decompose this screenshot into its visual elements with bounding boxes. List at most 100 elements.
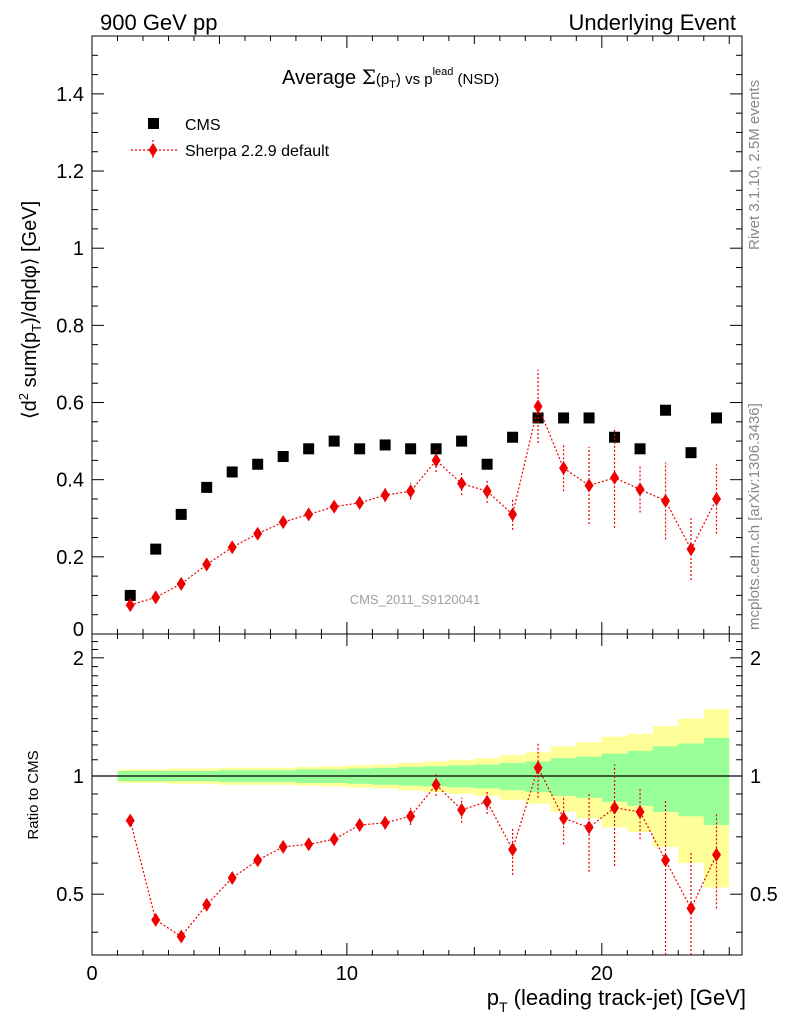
- ratio-tick-label-right: 2: [750, 648, 761, 670]
- ratio-data-point: [304, 837, 314, 852]
- cms-data-point: [405, 443, 417, 455]
- mc-data-point: [635, 482, 645, 497]
- ratio-data-point: [227, 870, 237, 885]
- header-right: Underlying Event: [568, 10, 736, 35]
- cms-data-point: [456, 435, 468, 447]
- mc-data-point: [227, 540, 237, 555]
- y-tick-label: 0: [73, 619, 84, 641]
- legend-cms-marker: [148, 118, 159, 129]
- ratio-data-point: [329, 832, 339, 847]
- ratio-data-point: [559, 811, 569, 826]
- mc-data-point: [253, 526, 263, 541]
- ratio-data-point: [278, 839, 288, 854]
- ratio-data-point: [635, 804, 645, 819]
- ratio-tick-label: 2: [73, 648, 84, 670]
- ratio-data-point: [380, 815, 390, 830]
- mc-data-point: [406, 484, 416, 499]
- cms-data-point: [583, 412, 595, 424]
- y-tick-label: 1.2: [56, 161, 84, 183]
- x-tick-label: 0: [86, 963, 97, 985]
- ratio-data-point: [253, 853, 263, 868]
- mc-data-point: [508, 507, 518, 522]
- cms-data-point: [379, 439, 391, 451]
- ratio-tick-label: 0.5: [56, 884, 84, 906]
- ratio-axis-label: Ratio to CMS: [25, 750, 42, 839]
- ratio-data-point: [151, 912, 161, 927]
- cms-data-point: [328, 435, 340, 447]
- mc-data-point: [304, 507, 314, 522]
- ratio-data-point: [508, 842, 518, 857]
- ratio-data-point: [661, 853, 671, 868]
- cms-data-point: [507, 431, 519, 443]
- cms-data-point: [609, 431, 621, 443]
- ratio-data-point: [533, 760, 543, 775]
- mc-data-point: [355, 495, 365, 510]
- y-tick-label: 1: [73, 238, 84, 260]
- ratio-data-point: [406, 809, 416, 824]
- cms-data-point: [226, 466, 238, 478]
- cms-data-point: [354, 443, 366, 455]
- cms-data-point: [303, 443, 315, 455]
- ratio-data-point: [457, 802, 467, 817]
- legend-mc-label: Sherpa 2.2.9 default: [185, 143, 330, 160]
- y-tick-label: 0.2: [56, 547, 84, 569]
- legend-mc-marker: [148, 143, 158, 157]
- mc-data-point: [482, 484, 492, 499]
- ratio-tick-label: 1: [73, 766, 84, 788]
- ratio-data-point: [202, 897, 212, 912]
- ratio-data-point: [584, 820, 594, 835]
- points-layer: [124, 369, 723, 955]
- cms-data-point: [685, 447, 697, 459]
- header-left: 900 GeV pp: [100, 10, 217, 35]
- ratio-series-line: [129, 766, 718, 938]
- ratio-plot-frame: [91, 633, 743, 956]
- mcplots-label: mcplots.cern.ch [arXiv:1306.3436]: [746, 403, 763, 630]
- y-tick-label: 1.4: [56, 84, 84, 106]
- ratio-data-point: [712, 847, 722, 862]
- ratio-band-inner: [117, 737, 730, 826]
- ratio-data-point: [431, 777, 441, 792]
- cms-data-point: [660, 404, 672, 416]
- mc-data-point: [712, 491, 722, 506]
- mc-data-point: [610, 470, 620, 485]
- mc-data-point: [457, 476, 467, 491]
- mc-data-point: [380, 488, 390, 503]
- cms-data-point: [277, 451, 289, 463]
- ratio-tick-label-right: 0.5: [750, 884, 778, 906]
- mc-data-point: [151, 590, 161, 605]
- mc-data-point: [176, 576, 186, 591]
- rivet-label: Rivet 3.1.10, 2.5M events: [746, 80, 763, 250]
- ratio-data-point: [482, 794, 492, 809]
- plot-title: Average Σ(pT) vs plead (NSD): [282, 65, 499, 91]
- y-axis-label: ⟨d2 sum(pT)/dηdφ⟩ [GeV]: [16, 201, 44, 419]
- cms-data-point: [481, 458, 493, 470]
- ratio-tick-label-right: 1: [750, 766, 761, 788]
- mc-data-point: [533, 399, 543, 414]
- legend: CMS Sherpa 2.2.9 default: [131, 117, 330, 160]
- ratio-data-point: [610, 800, 620, 815]
- mc-data-point: [431, 453, 441, 468]
- y-tick-label: 0.6: [56, 393, 84, 415]
- cms-data-point: [634, 443, 646, 455]
- mc-data-point: [202, 557, 212, 572]
- cms-data-point: [558, 412, 570, 424]
- mc-data-point: [559, 461, 569, 476]
- cms-data-point: [175, 508, 187, 520]
- ratio-data-point: [355, 818, 365, 833]
- mc-series-line: [130, 404, 718, 606]
- cms-data-point: [711, 412, 723, 424]
- mc-data-point: [278, 515, 288, 530]
- mc-data-point: [686, 542, 696, 557]
- cms-data-point: [150, 543, 162, 555]
- cms-data-point: [430, 443, 442, 455]
- cms-data-point: [252, 458, 264, 470]
- mc-data-point: [584, 478, 594, 493]
- ratio-plot-layer: [92, 709, 742, 888]
- y-tick-label: 0.4: [56, 470, 84, 492]
- y-tick-label: 0.8: [56, 315, 84, 337]
- x-tick-label: 20: [591, 963, 613, 985]
- x-axis-label: pT (leading track-jet) [GeV]: [487, 985, 746, 1015]
- x-tick-label: 10: [336, 963, 358, 985]
- mc-data-point: [329, 499, 339, 514]
